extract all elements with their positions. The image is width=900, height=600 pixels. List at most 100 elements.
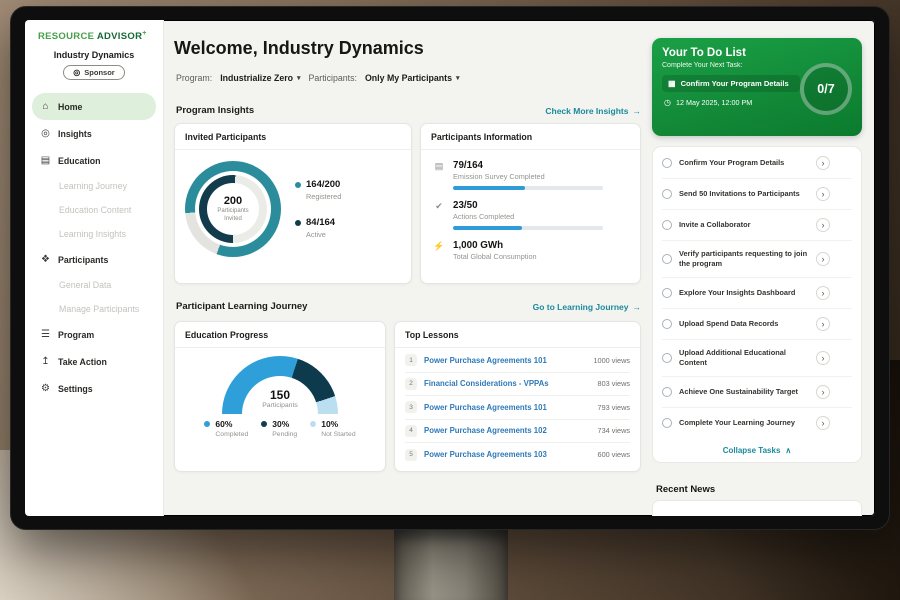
task-label: Complete Your Learning Journey (679, 417, 795, 427)
sidebar-item-general-data[interactable]: General Data (32, 273, 156, 297)
sidebar-item-education-content[interactable]: Education Content (32, 198, 156, 222)
dashboard-screen: RESOURCE ADVISOR+ Industry Dynamics ◎ Sp… (25, 20, 875, 516)
todo-next-date: ◷ 12 May 2025, 12:00 PM (664, 97, 753, 107)
sidebar-item-participants[interactable]: ❖ Participants (32, 246, 156, 273)
program-filter-label: Program: (176, 73, 213, 83)
sidebar-item-insights[interactable]: ◎ Insights (32, 120, 156, 147)
sidebar-item-program[interactable]: ☰ Program (32, 321, 156, 348)
collapse-label: Collapse Tasks (722, 445, 781, 455)
take-action-icon: ↥ (41, 356, 50, 368)
lesson-link[interactable]: Power Purchase Agreements 102 (424, 426, 547, 436)
task-row[interactable]: Explore Your Insights Dashboard › (662, 278, 852, 309)
participants-information-card: Participants Information ▤ 79/164 Emissi… (420, 123, 641, 284)
learning-journey-header: Participant Learning Journey Go to Learn… (176, 301, 641, 312)
org-name: Industry Dynamics (53, 50, 135, 61)
task-checkbox[interactable] (662, 189, 672, 199)
chevron-right-icon[interactable]: › (816, 285, 830, 300)
sidebar-item-settings[interactable]: ⚙ Settings (32, 375, 156, 402)
task-checkbox[interactable] (662, 287, 672, 298)
chevron-right-icon[interactable]: › (816, 316, 830, 331)
task-label: Achieve One Sustainability Target (679, 386, 798, 396)
logo-resource: RESOURCE (38, 31, 95, 43)
task-row[interactable]: Send 50 Invitations to Participants › (662, 179, 852, 210)
chevron-right-icon[interactable]: › (816, 218, 830, 232)
sidebar-item-take-action[interactable]: ↥ Take Action (32, 348, 156, 375)
task-checkbox[interactable] (662, 352, 672, 363)
task-checkbox[interactable] (662, 417, 672, 428)
link-label: Check More Insights (545, 105, 629, 116)
task-row[interactable]: Invite a Collaborator › (662, 210, 852, 241)
chevron-right-icon[interactable]: › (816, 251, 830, 266)
donut-center-label: Participants Invited (217, 208, 249, 222)
task-checkbox[interactable] (662, 220, 672, 230)
todo-title: Your To Do List (662, 47, 746, 59)
sidebar-item-learning-insights[interactable]: Learning Insights (32, 222, 156, 246)
task-checkbox[interactable] (662, 158, 672, 168)
task-row[interactable]: Verify participants requesting to join t… (662, 241, 852, 278)
lesson-rank: 3 (405, 401, 417, 414)
participants-select[interactable]: Only My Participants ▾ (365, 73, 460, 83)
task-row[interactable]: Complete Your Learning Journey › (662, 408, 852, 438)
sidebar-item-manage-participants[interactable]: Manage Participants (32, 297, 156, 321)
donut-center-value: 200 (223, 195, 243, 207)
survey-icon: ▤ (434, 161, 444, 171)
filter-bar: Program: Industrialize Zero ▾ Participan… (176, 73, 459, 83)
chevron-right-icon[interactable]: › (816, 415, 830, 430)
todo-subtitle: Complete Your Next Task: (662, 62, 743, 69)
sidebar-item-label: General Data (59, 280, 112, 291)
lesson-link[interactable]: Power Purchase Agreements 103 (424, 450, 547, 460)
go-to-learning-journey-link[interactable]: Go to Learning Journey → (533, 302, 641, 312)
program-select[interactable]: Industrialize Zero ▾ (220, 73, 300, 83)
link-label: Go to Learning Journey (532, 301, 629, 312)
recent-news-title: Recent News (656, 484, 716, 495)
legend-dot-active (295, 219, 301, 226)
chevron-right-icon[interactable]: › (816, 384, 830, 399)
recent-news-card (652, 500, 862, 516)
sponsor-badge[interactable]: ◎ Sponsor (63, 65, 125, 81)
gauge-center-label: Participants (262, 402, 298, 409)
energy-icon: ⚡ (433, 241, 445, 251)
sidebar-item-learning-journey[interactable]: Learning Journey (32, 174, 156, 198)
task-checkbox[interactable] (662, 253, 672, 264)
lesson-link[interactable]: Power Purchase Agreements 101 (424, 355, 547, 365)
chevron-down-icon: ▾ (297, 75, 301, 82)
task-row[interactable]: Upload Spend Data Records › (662, 309, 852, 340)
gauge-center-value: 150 (269, 388, 291, 402)
lesson-link[interactable]: Financial Considerations - VPPAs (424, 379, 549, 389)
invited-participants-card: Invited Participants 200 Participants In… (174, 123, 412, 284)
donut-legend: 164/200 Registered 84/164 Active (295, 179, 341, 239)
task-checkbox[interactable] (662, 386, 672, 397)
task-label: Upload Spend Data Records (679, 318, 779, 328)
task-label: Explore Your Insights Dashboard (679, 287, 796, 297)
actions-progress-bar (453, 226, 603, 230)
lesson-rank: 2 (405, 377, 417, 390)
lesson-views: 734 views (597, 426, 630, 436)
lesson-link[interactable]: Power Purchase Agreements 101 (424, 402, 547, 412)
lesson-rank: 1 (405, 354, 417, 367)
sidebar-item-label: Settings (58, 383, 93, 394)
sidebar-item-label: Education Content (59, 205, 132, 216)
task-row[interactable]: Upload Additional Educational Content › (662, 340, 852, 377)
chevron-right-icon[interactable]: › (816, 187, 830, 201)
task-row[interactable]: Achieve One Sustainability Target › (662, 377, 852, 408)
donut-center: 200 Participants Invited (185, 161, 281, 257)
legend-item-active: 84/164 Active (295, 217, 341, 239)
todo-next-task[interactable]: ▦ Confirm Your Program Details (662, 75, 800, 92)
chevron-right-icon[interactable]: › (816, 350, 830, 365)
sidebar-item-education[interactable]: ▤ Education (32, 147, 156, 174)
task-row[interactable]: Confirm Your Program Details › (662, 148, 852, 179)
todo-progress-ring: 0/7 (800, 63, 852, 115)
legend-item-not-started: 10% Not Started (310, 419, 356, 438)
task-checkbox[interactable] (662, 318, 672, 329)
check-more-insights-link[interactable]: Check More Insights → (545, 106, 641, 116)
legend-item-registered: 164/200 Registered (295, 179, 341, 201)
lesson-views: 803 views (597, 379, 630, 389)
invited-card-body: 200 Participants Invited 164/200 Registe… (175, 150, 411, 257)
chevron-right-icon[interactable]: › (816, 156, 830, 170)
task-label: Invite a Collaborator (679, 220, 751, 229)
participants-select-value: Only My Participants (364, 73, 452, 83)
sidebar-item-home[interactable]: ⌂ Home (32, 93, 156, 121)
lesson-rank: 4 (405, 424, 417, 437)
collapse-tasks-link[interactable]: Collapse Tasks ∧ (662, 438, 852, 459)
